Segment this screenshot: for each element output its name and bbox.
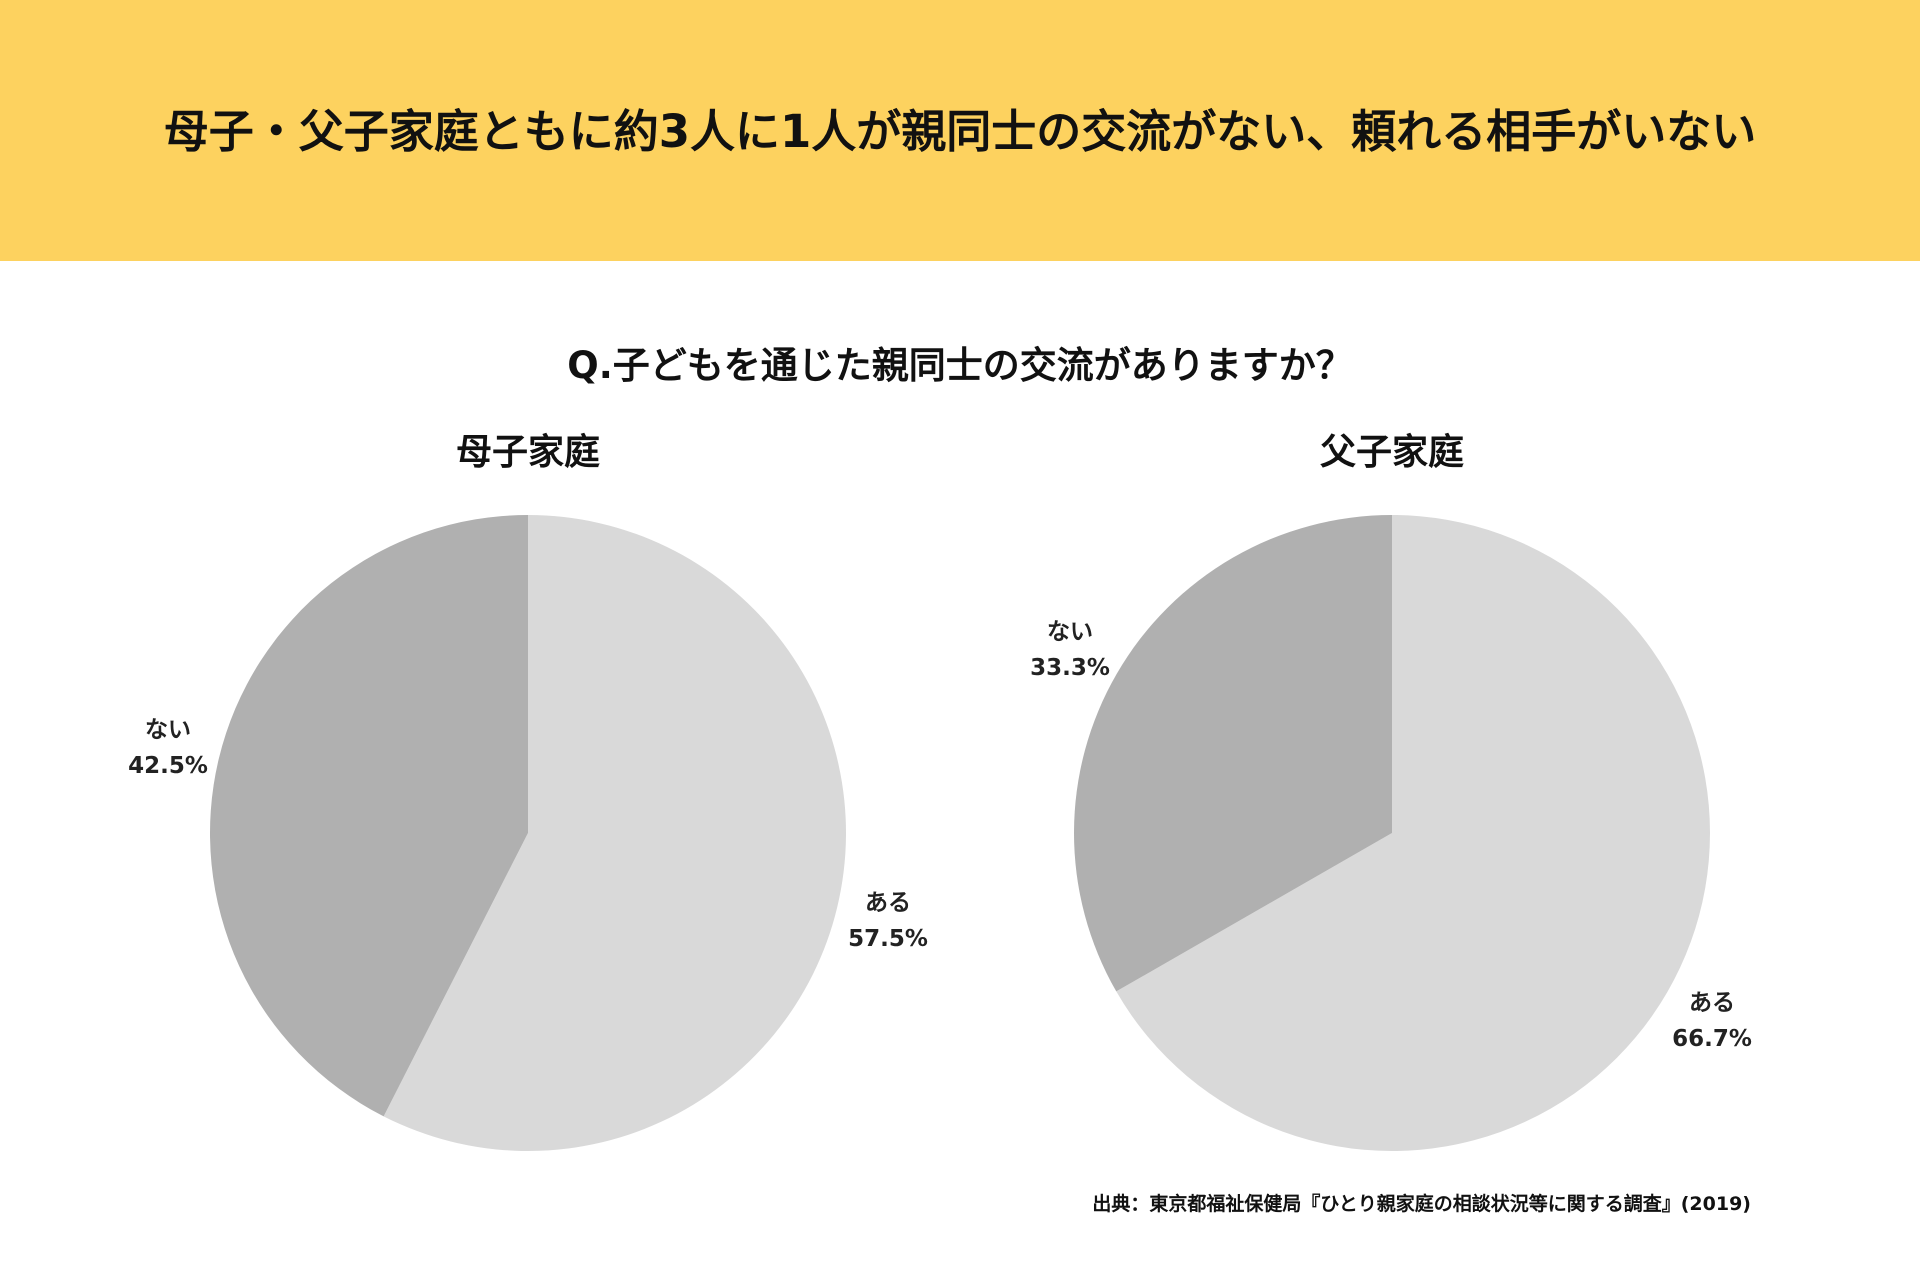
label-aru-single-father-value: 66.7% — [1672, 1026, 1752, 1052]
label-nai-single-father: ない 33.3% — [1000, 614, 1140, 686]
survey-question: Q.子どもを通じた親同士の交流がありますか？ — [567, 344, 1353, 387]
label-aru-single-father: ある 66.7% — [1642, 985, 1782, 1057]
label-nai-single-mother-text: ない — [145, 717, 191, 743]
label-aru-single-mother-text: ある — [865, 890, 911, 916]
header-band — [0, 0, 1920, 261]
page-title: 母子・父子家庭ともに約3人に1人が親同士の交流がない、頼れる相手がいない — [163, 105, 1757, 158]
chart-title-single-mother: 母子家庭 — [455, 432, 600, 473]
label-nai-single-mother-value: 42.5% — [128, 753, 208, 779]
pie-slice-aru-single-father — [1116, 515, 1710, 1151]
label-nai-single-father-text: ない — [1047, 619, 1093, 645]
label-aru-single-mother-value: 57.5% — [848, 926, 928, 952]
label-aru-single-father-text: ある — [1689, 990, 1735, 1016]
pie-slice-nai-single-father — [1073, 515, 1392, 992]
chart-title-single-father: 父子家庭 — [1319, 432, 1464, 473]
pie-slice-nai-single-mother — [210, 515, 528, 1117]
label-aru-single-mother: ある 57.5% — [818, 885, 958, 957]
source-citation: 出典：東京都福祉保健局『ひとり親家庭の相談状況等に関する調査』(2019) — [1092, 1193, 1751, 1215]
label-nai-single-mother: ない 42.5% — [98, 712, 238, 784]
label-nai-single-father-value: 33.3% — [1030, 655, 1110, 681]
pie-slice-aru-single-mother — [383, 515, 846, 1151]
